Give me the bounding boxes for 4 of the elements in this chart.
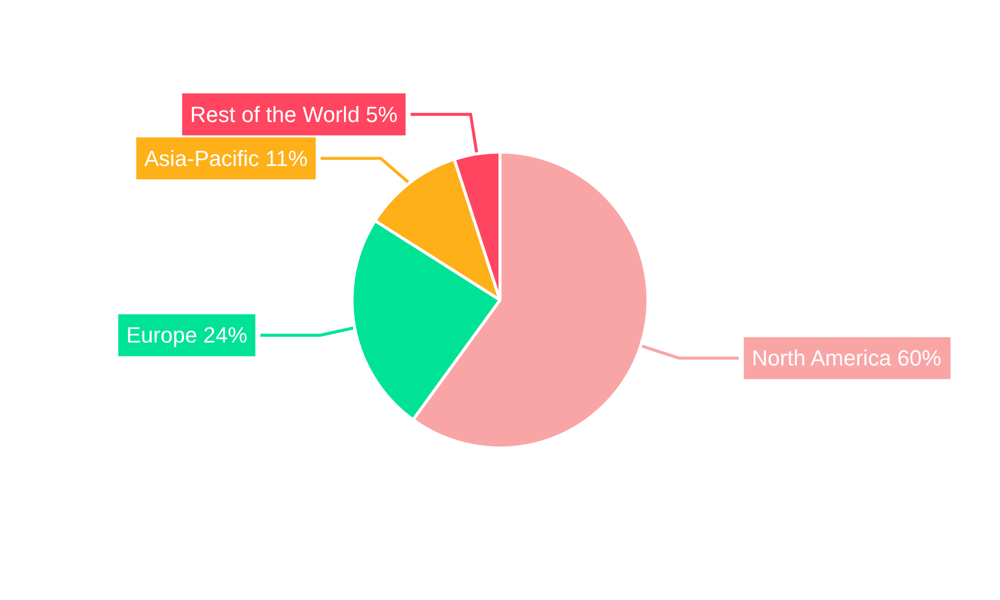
slice-label: Asia-Pacific 11% <box>144 146 308 171</box>
slice-label: North America 60% <box>752 346 942 371</box>
slice-label: Europe 24% <box>126 322 248 348</box>
slice-label: Rest of the World 5% <box>190 102 398 127</box>
